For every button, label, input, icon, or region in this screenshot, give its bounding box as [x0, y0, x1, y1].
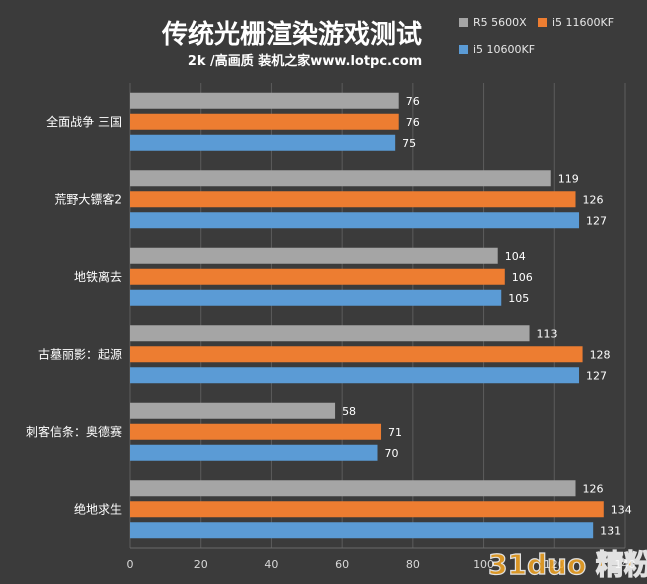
category-label: 全面战争 三国: [46, 114, 122, 129]
x-tick-label: 60: [335, 558, 349, 571]
data-label: 104: [505, 250, 526, 263]
data-label: 126: [583, 482, 604, 495]
bar: [130, 501, 604, 518]
x-tick-label: 120: [544, 558, 565, 571]
bar: [130, 367, 580, 384]
bar: [130, 325, 530, 342]
data-label: 127: [586, 214, 607, 227]
category-label: 地铁离去: [74, 269, 122, 284]
legend-label: i5 11600KF: [552, 16, 614, 29]
data-label: 113: [537, 327, 558, 340]
x-tick-label: 20: [194, 558, 208, 571]
data-label: 134: [611, 503, 632, 516]
data-label: 127: [586, 369, 607, 382]
bar: [130, 444, 378, 461]
bar: [130, 402, 336, 419]
category-label: 刺客信条：奥德赛: [26, 424, 122, 439]
x-axis: 0 20 40 60 80 100 120 140: [127, 547, 636, 571]
bar: [130, 134, 396, 151]
bar: [130, 170, 551, 187]
legend: R5 5600X i5 11600KF i5 10600KF: [459, 16, 614, 56]
data-label: 76: [406, 116, 420, 129]
x-tick-label: 140: [615, 558, 636, 571]
bar: [130, 346, 583, 363]
bar: [130, 480, 576, 497]
watermark: 31duo 精粉之家: [487, 547, 647, 581]
bar: [130, 423, 382, 440]
bars: 76 76 75 119 126 127 104 106 105 113 128 127 58 71 70 1…: [130, 92, 632, 539]
x-tick-label: 40: [264, 558, 278, 571]
legend-label: i5 10600KF: [473, 43, 535, 56]
bar: [130, 212, 580, 229]
data-label: 71: [388, 426, 402, 439]
data-label: 128: [590, 348, 611, 361]
data-label: 75: [402, 137, 416, 150]
data-label: 70: [385, 447, 399, 460]
bar: [130, 191, 576, 208]
x-tick-label: 0: [127, 558, 134, 571]
x-tick-label: 80: [406, 558, 420, 571]
data-label: 126: [583, 193, 604, 206]
data-label: 131: [600, 524, 621, 537]
bar: [130, 268, 505, 285]
category-label: 绝地求生: [74, 501, 122, 516]
bar: [130, 247, 498, 264]
chart-title: 传统光栅渲染游戏测试: [161, 19, 422, 50]
watermark-text: 31duo 精粉之家: [488, 548, 647, 581]
category-label: 古墓丽影：起源: [38, 346, 122, 361]
data-label: 76: [406, 95, 420, 108]
data-label: 105: [508, 292, 529, 305]
chart-subtitle: 2k /高画质 装机之家www.lotpc.com: [188, 53, 422, 69]
legend-label: R5 5600X: [473, 16, 527, 29]
bar: [130, 92, 399, 109]
bar: [130, 522, 594, 539]
legend-swatch: [459, 45, 468, 54]
legend-swatch: [538, 18, 547, 27]
gridlines: [129, 83, 626, 548]
x-tick-label: 100: [473, 558, 494, 571]
data-label: 58: [342, 405, 356, 418]
data-label: 106: [512, 271, 533, 284]
bar: [130, 289, 502, 306]
legend-swatch: [459, 18, 468, 27]
data-label: 119: [558, 172, 579, 185]
category-label: 荒野大镖客2: [54, 191, 122, 206]
bar: [130, 113, 399, 130]
